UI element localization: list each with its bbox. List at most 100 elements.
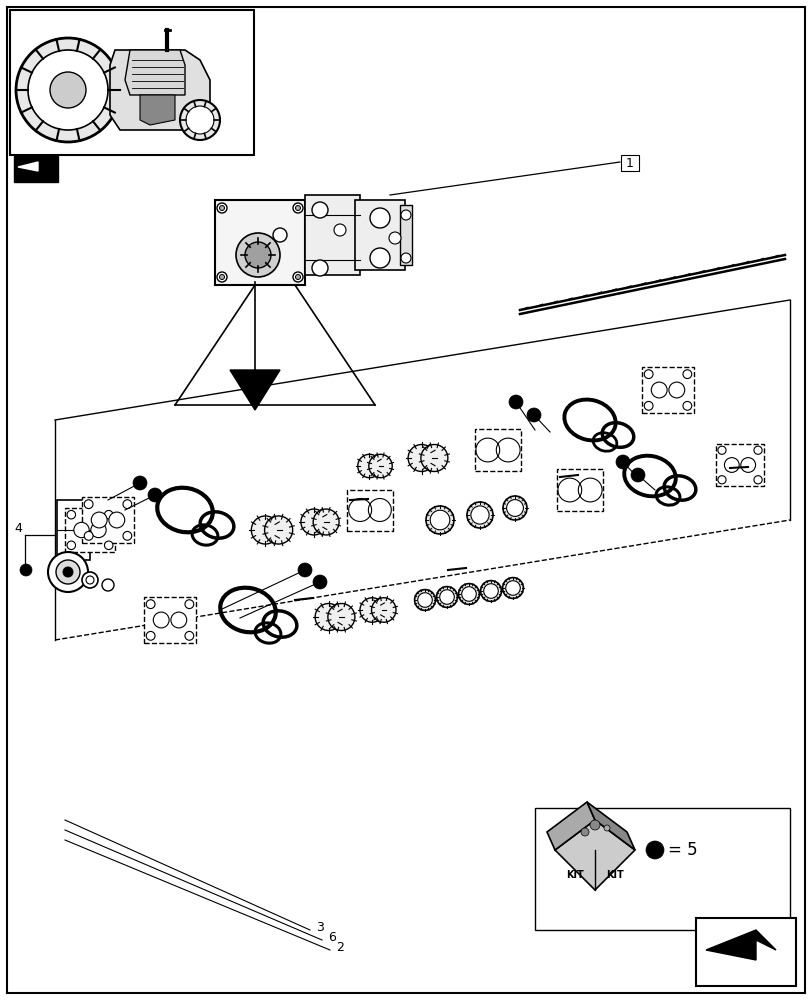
Circle shape xyxy=(50,72,86,108)
Circle shape xyxy=(616,455,629,469)
Circle shape xyxy=(122,500,131,509)
Text: 1: 1 xyxy=(625,157,633,170)
Circle shape xyxy=(185,631,194,640)
Circle shape xyxy=(333,224,345,236)
Circle shape xyxy=(298,563,311,577)
Circle shape xyxy=(219,206,224,211)
Circle shape xyxy=(753,476,762,484)
Circle shape xyxy=(315,603,341,630)
Circle shape xyxy=(650,382,667,398)
Circle shape xyxy=(217,272,227,282)
Circle shape xyxy=(311,202,328,218)
Circle shape xyxy=(630,468,644,482)
Bar xyxy=(620,155,638,171)
Circle shape xyxy=(146,600,155,609)
Bar xyxy=(474,429,521,471)
Circle shape xyxy=(311,260,328,276)
Circle shape xyxy=(105,541,113,550)
Circle shape xyxy=(236,233,280,277)
Text: KIT: KIT xyxy=(605,870,623,880)
Circle shape xyxy=(82,572,98,588)
Circle shape xyxy=(105,510,113,519)
Polygon shape xyxy=(230,370,280,410)
Circle shape xyxy=(328,603,354,630)
Circle shape xyxy=(264,516,292,544)
Bar xyxy=(215,200,305,285)
Circle shape xyxy=(219,274,224,279)
Circle shape xyxy=(313,509,339,535)
Text: KIT: KIT xyxy=(565,870,583,880)
Circle shape xyxy=(122,531,131,540)
Text: 4: 4 xyxy=(14,522,22,534)
Circle shape xyxy=(180,100,220,140)
Circle shape xyxy=(133,476,147,490)
Circle shape xyxy=(668,382,684,398)
Circle shape xyxy=(84,531,93,540)
Circle shape xyxy=(466,502,492,528)
Bar xyxy=(695,918,795,986)
Circle shape xyxy=(502,578,523,598)
Circle shape xyxy=(682,370,691,379)
Text: 2: 2 xyxy=(336,941,343,954)
Circle shape xyxy=(717,476,725,484)
Circle shape xyxy=(312,575,327,589)
Circle shape xyxy=(505,581,520,595)
Bar xyxy=(556,469,603,511)
Circle shape xyxy=(723,458,738,472)
Circle shape xyxy=(185,600,194,609)
Bar xyxy=(65,508,114,552)
Circle shape xyxy=(430,510,449,530)
Circle shape xyxy=(358,454,380,478)
Circle shape xyxy=(590,820,599,830)
Circle shape xyxy=(603,825,609,831)
Circle shape xyxy=(301,509,327,535)
Circle shape xyxy=(359,598,384,622)
Circle shape xyxy=(506,500,523,516)
Circle shape xyxy=(67,541,75,550)
Circle shape xyxy=(643,370,652,379)
Bar xyxy=(83,497,133,543)
Circle shape xyxy=(251,516,279,544)
Circle shape xyxy=(146,631,155,640)
Bar xyxy=(400,205,411,265)
Circle shape xyxy=(170,612,187,628)
Circle shape xyxy=(293,203,303,213)
Circle shape xyxy=(470,506,488,524)
Circle shape xyxy=(502,496,526,520)
Circle shape xyxy=(480,581,500,601)
Circle shape xyxy=(643,401,652,410)
Bar xyxy=(534,808,789,930)
Circle shape xyxy=(109,512,125,528)
Bar xyxy=(305,195,359,275)
Circle shape xyxy=(740,458,755,472)
Circle shape xyxy=(401,253,410,263)
Circle shape xyxy=(388,232,401,244)
Circle shape xyxy=(20,564,32,576)
Bar xyxy=(354,200,405,270)
Circle shape xyxy=(153,612,169,628)
Circle shape xyxy=(16,38,120,142)
Polygon shape xyxy=(139,95,175,125)
Circle shape xyxy=(148,488,162,502)
Text: 3: 3 xyxy=(315,921,324,934)
Circle shape xyxy=(682,401,691,410)
Polygon shape xyxy=(586,802,634,850)
Circle shape xyxy=(426,506,453,534)
Polygon shape xyxy=(125,50,185,95)
Polygon shape xyxy=(109,50,210,130)
Polygon shape xyxy=(705,930,775,960)
Bar xyxy=(642,367,693,413)
Circle shape xyxy=(91,512,107,528)
Circle shape xyxy=(436,587,457,607)
Circle shape xyxy=(84,500,93,509)
Circle shape xyxy=(186,106,214,134)
Circle shape xyxy=(272,228,286,242)
Circle shape xyxy=(295,274,300,279)
Bar xyxy=(14,156,58,182)
Circle shape xyxy=(414,590,435,610)
Circle shape xyxy=(526,408,540,422)
Circle shape xyxy=(483,584,498,598)
Circle shape xyxy=(293,272,303,282)
Circle shape xyxy=(371,598,396,622)
Bar xyxy=(10,10,254,155)
